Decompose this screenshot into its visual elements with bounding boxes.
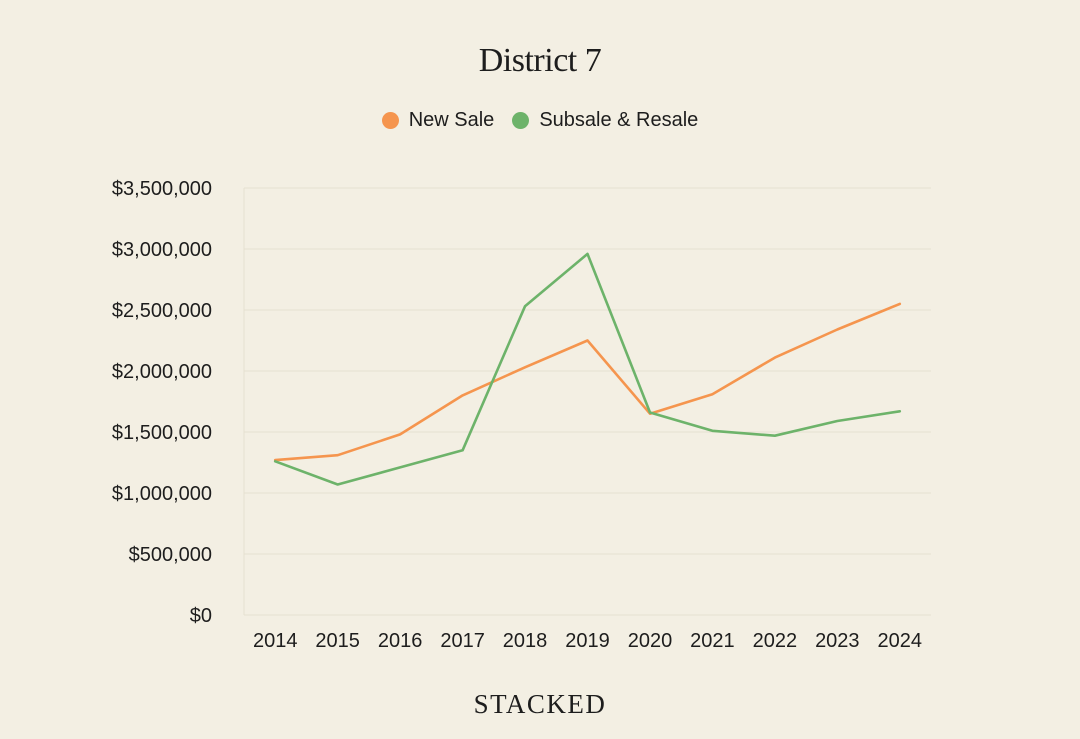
y-tick-label: $1,000,000: [112, 483, 212, 505]
x-tick-label: 2019: [565, 630, 610, 652]
chart-title: District 7: [478, 42, 602, 79]
y-tick-label: $1,500,000: [112, 422, 212, 444]
x-tick-label: 2021: [690, 630, 735, 652]
legend-item-new-sale: New Sale: [381, 109, 495, 132]
x-tick-label: 2023: [815, 630, 860, 652]
x-tick-label: 2017: [440, 630, 485, 652]
legend-item-subsale-resale: Subsale & Resale: [512, 109, 698, 132]
x-tick-label: 2020: [628, 630, 673, 652]
brand-footer: STACKED: [473, 689, 607, 719]
y-tick-label: $3,500,000: [112, 178, 212, 200]
y-tick-label: $0: [190, 605, 212, 627]
y-tick-label: $500,000: [129, 544, 212, 566]
x-tick-label: 2022: [753, 630, 798, 652]
y-tick-label: $2,500,000: [112, 300, 212, 322]
y-tick-label: $2,000,000: [112, 361, 212, 383]
series-line-new-sale: [273, 302, 902, 462]
x-tick-label: 2016: [378, 630, 423, 652]
x-tick-label: 2024: [878, 630, 923, 652]
x-tick-label: 2015: [315, 630, 360, 652]
x-tick-label: 2018: [503, 630, 548, 652]
y-tick-label: $3,000,000: [112, 239, 212, 261]
legend-label-subsale-resale: Subsale & Resale: [539, 109, 699, 131]
legend-swatch-subsale-resale: [512, 112, 530, 129]
x-tick-label: 2014: [253, 630, 298, 652]
legend-swatch-new-sale: [381, 112, 399, 129]
series-line-subsale-resale: [273, 252, 902, 486]
chart-legend: New Sale Subsale & Resale: [0, 109, 1080, 132]
legend-label-new-sale: New Sale: [408, 109, 495, 131]
